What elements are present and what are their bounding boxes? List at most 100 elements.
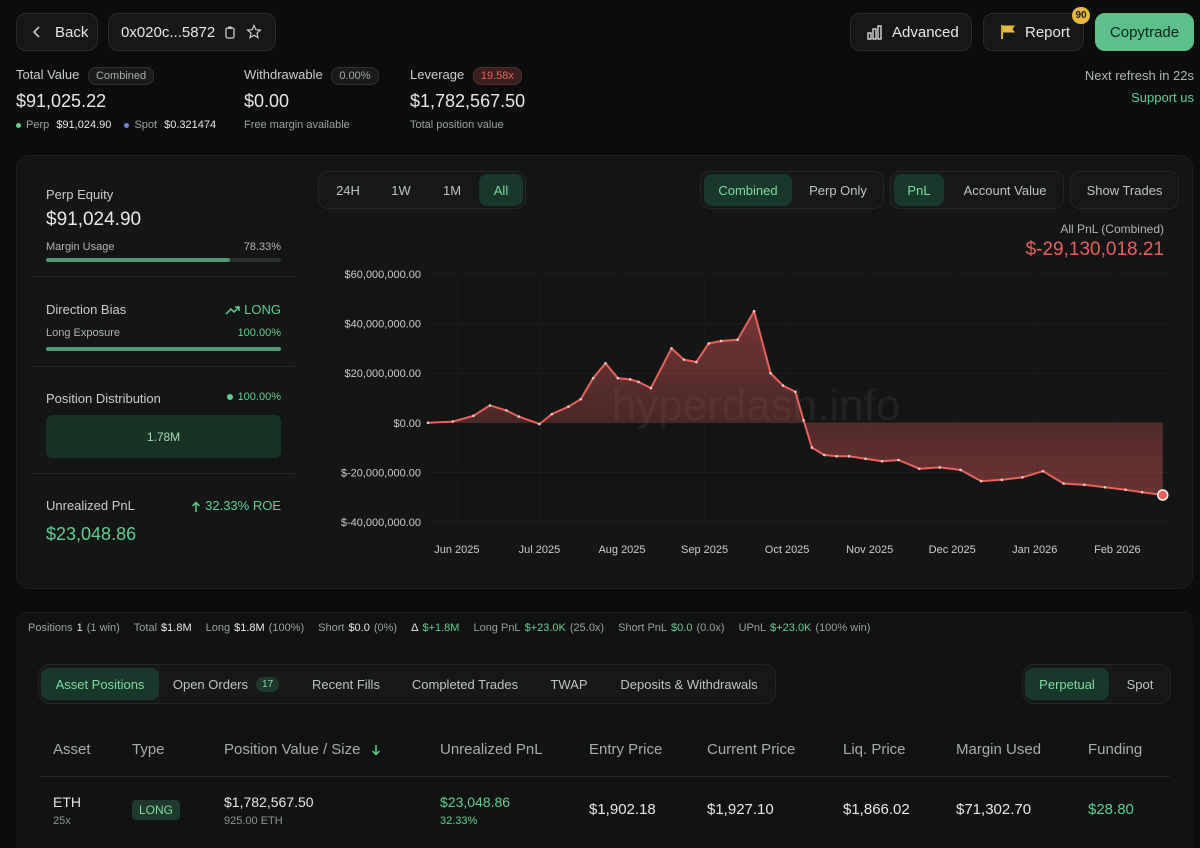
metric-account-value[interactable]: Account Value [963, 182, 1047, 198]
stat-short-sub: (0%) [373, 621, 398, 634]
pnl-point [802, 419, 805, 422]
x-tick-label: Sep 2025 [681, 544, 728, 556]
pnl-point [835, 454, 838, 458]
perp-value: $91,024.90 [56, 119, 112, 131]
left-divider-1 [30, 276, 295, 277]
tab-completed-trades[interactable]: Completed Trades [411, 676, 519, 692]
range-24h[interactable]: 24H [336, 182, 360, 198]
wallet-address: 0x020c...5872 [121, 23, 216, 41]
range-all[interactable]: All [479, 174, 523, 206]
tab-open-orders[interactable]: Open Orders 17 [167, 668, 285, 700]
pnl-total: $-29,130,018.21 [1025, 239, 1164, 260]
pnl-area-positive [428, 311, 1163, 423]
row-liq-price: $1,866.02 [843, 801, 910, 818]
report-badge: 90 [1072, 7, 1090, 24]
metric-pnl[interactable]: PnL [894, 174, 944, 206]
pnl-title: All PnL (Combined) [1060, 222, 1164, 236]
stat-long-pnl-label: Long PnL [473, 621, 521, 634]
pnl-point [938, 466, 942, 469]
advanced-button[interactable]: Advanced [850, 13, 972, 51]
positions-tabs: Asset Positions Open Orders 17 Recent Fi… [38, 664, 776, 704]
col-current-price[interactable]: Current Price [707, 741, 796, 758]
stat-upnl-value: $+23.0K [770, 621, 812, 634]
direction-bias-value-wrap: LONG [200, 302, 281, 317]
report-badge-count: 90 [1075, 10, 1087, 21]
col-asset[interactable]: Asset [53, 741, 91, 758]
metric-selector: PnL Account Value [890, 171, 1064, 209]
pnl-point [628, 378, 632, 381]
tab-recent-fills[interactable]: Recent Fills [312, 676, 380, 692]
total-value-chip: Combined [87, 67, 155, 85]
copytrade-button[interactable]: Copytrade [1095, 13, 1194, 51]
position-distribution-bar-label: 1.78M [146, 429, 181, 444]
pnl-point [897, 458, 900, 462]
pnl-point [959, 468, 962, 472]
col-entry-price[interactable]: Entry Price [589, 741, 663, 758]
col-liq-price[interactable]: Liq. Price [843, 741, 906, 758]
y-tick-label: $60,000,000.00 [345, 269, 421, 281]
leverage-chip: 19.58x [472, 67, 522, 85]
range-1m[interactable]: 1M [442, 182, 462, 198]
col-position-value-label: Position Value / Size [224, 741, 361, 758]
perp-equity-value: $91,024.90 [46, 209, 142, 230]
margin-usage-fill [46, 258, 231, 262]
perp-equity-label: Perp Equity [46, 187, 114, 202]
pnl-point [637, 380, 640, 384]
address-box: 0x020c...5872 [108, 13, 276, 51]
unrealized-roe: 32.33% ROE [205, 498, 281, 513]
stat-short-pnl-sub: (0.0x) [696, 621, 725, 634]
copy-icon[interactable] [223, 25, 237, 40]
flag-icon [1001, 25, 1015, 39]
withdrawable-block: Withdrawable 0.00% [244, 67, 379, 85]
pnl-point [649, 386, 653, 390]
col-margin-used[interactable]: Margin Used [956, 741, 1042, 758]
show-trades-button[interactable]: Show Trades [1070, 171, 1179, 209]
position-distribution-pct-wrap: 100.00% [200, 391, 281, 403]
report-label: Report [1025, 23, 1071, 41]
row-leverage: 25x [53, 815, 71, 827]
tab-asset-positions[interactable]: Asset Positions [41, 668, 159, 700]
row-unrealized-pct: 32.33% [440, 815, 478, 827]
position-distribution-label: Position Distribution [46, 391, 161, 406]
row-margin-used: $71,302.70 [956, 801, 1032, 818]
row-funding: $28.80 [1088, 801, 1134, 818]
withdrawable-chip: 0.00% [331, 67, 379, 85]
report-button[interactable]: Report [983, 13, 1084, 51]
back-button[interactable]: Back [16, 13, 98, 51]
refresh-timer: Next refresh in 22s [1084, 68, 1194, 83]
pnl-point [505, 409, 508, 412]
col-position-value[interactable]: Position Value / Size [224, 741, 381, 758]
positions-stats-bar: Positions 1 (1 win) Total $1.8M Long $1.8M (1… [16, 612, 1193, 642]
pnl-point [822, 453, 826, 457]
pnl-point [567, 405, 570, 408]
col-funding[interactable]: Funding [1088, 741, 1143, 758]
tab-twap[interactable]: TWAP [550, 676, 588, 692]
pnl-point [616, 376, 620, 380]
perp-dot [16, 122, 21, 128]
withdrawable-value: $0.00 [244, 91, 290, 111]
mode-perp-only[interactable]: Perp Only [809, 182, 867, 198]
pnl-point [752, 309, 756, 313]
col-unrealized-pnl[interactable]: Unrealized PnL [440, 741, 543, 758]
pnl-point [1124, 488, 1127, 492]
perp-label: Perp [26, 119, 50, 131]
star-icon[interactable] [246, 24, 263, 40]
pnl-point [695, 360, 698, 364]
x-tick-label: Jan 2026 [1012, 544, 1057, 556]
pnl-point [550, 412, 554, 416]
pnl-point [1041, 469, 1045, 473]
pnl-point [538, 422, 541, 426]
tab-perpetual[interactable]: Perpetual [1025, 668, 1109, 700]
pnl-point [426, 421, 430, 425]
col-type[interactable]: Type [132, 741, 165, 758]
pnl-point [794, 390, 797, 394]
range-1w[interactable]: 1W [391, 182, 411, 198]
pnl-point [917, 467, 921, 470]
mode-combined[interactable]: Combined [704, 174, 792, 206]
tab-spot[interactable]: Spot [1126, 676, 1154, 692]
stat-short-pnl-label: Short PnL [618, 621, 668, 634]
row-size: 925.00 ETH [224, 815, 283, 827]
direction-bias-value: LONG [244, 302, 281, 317]
tab-deposits-withdrawals[interactable]: Deposits & Withdrawals [620, 676, 758, 692]
support-link[interactable]: Support us [1131, 90, 1194, 105]
